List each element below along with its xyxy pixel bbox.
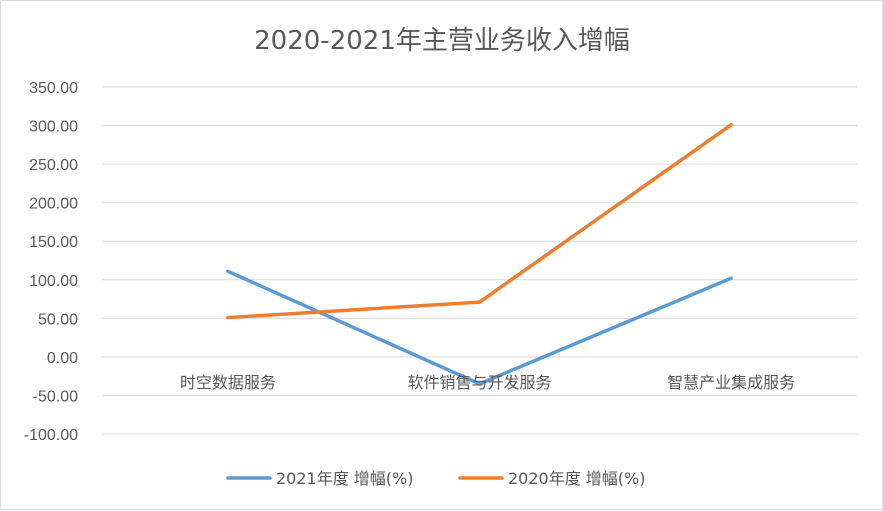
- legend-label: 2020年度 增幅(%): [508, 469, 646, 488]
- y-tick-label: 100.00: [29, 273, 78, 290]
- data-point: [729, 276, 733, 280]
- series-line: [226, 269, 733, 386]
- y-tick-label: 0.00: [47, 350, 78, 367]
- data-point: [478, 382, 481, 386]
- y-tick-label: 150.00: [29, 234, 78, 251]
- legend-label: 2021年度 增幅(%): [276, 469, 414, 488]
- y-tick-label: 300.00: [29, 119, 78, 136]
- data-point: [478, 300, 481, 304]
- y-tick-label: 250.00: [29, 157, 78, 174]
- y-axis-tick-labels: 350.00 300.00 250.00 200.00 150.00 100.00 50.0…: [24, 80, 78, 444]
- data-point: [226, 269, 230, 273]
- y-tick-label: 200.00: [29, 196, 78, 213]
- series-lines: [226, 123, 733, 386]
- series-line: [226, 123, 733, 320]
- legend: 2021年度 增幅(%) 2020年度 增幅(%): [226, 469, 646, 488]
- x-category-label: 智慧产业集成服务: [667, 373, 795, 392]
- data-point: [729, 123, 733, 127]
- data-point: [226, 316, 230, 320]
- y-tick-label: 350.00: [29, 80, 78, 97]
- chart-title: 2020-2021年主营业务收入增幅: [254, 26, 630, 56]
- x-axis-category-labels: 时空数据服务 软件销售与开发服务 智慧产业集成服务: [180, 373, 795, 392]
- y-tick-label: -50.00: [33, 388, 78, 405]
- y-tick-label: -100.00: [24, 427, 78, 444]
- x-category-label: 时空数据服务: [180, 373, 276, 392]
- y-tick-label: 50.00: [38, 311, 78, 328]
- x-category-label: 软件销售与开发服务: [407, 373, 551, 392]
